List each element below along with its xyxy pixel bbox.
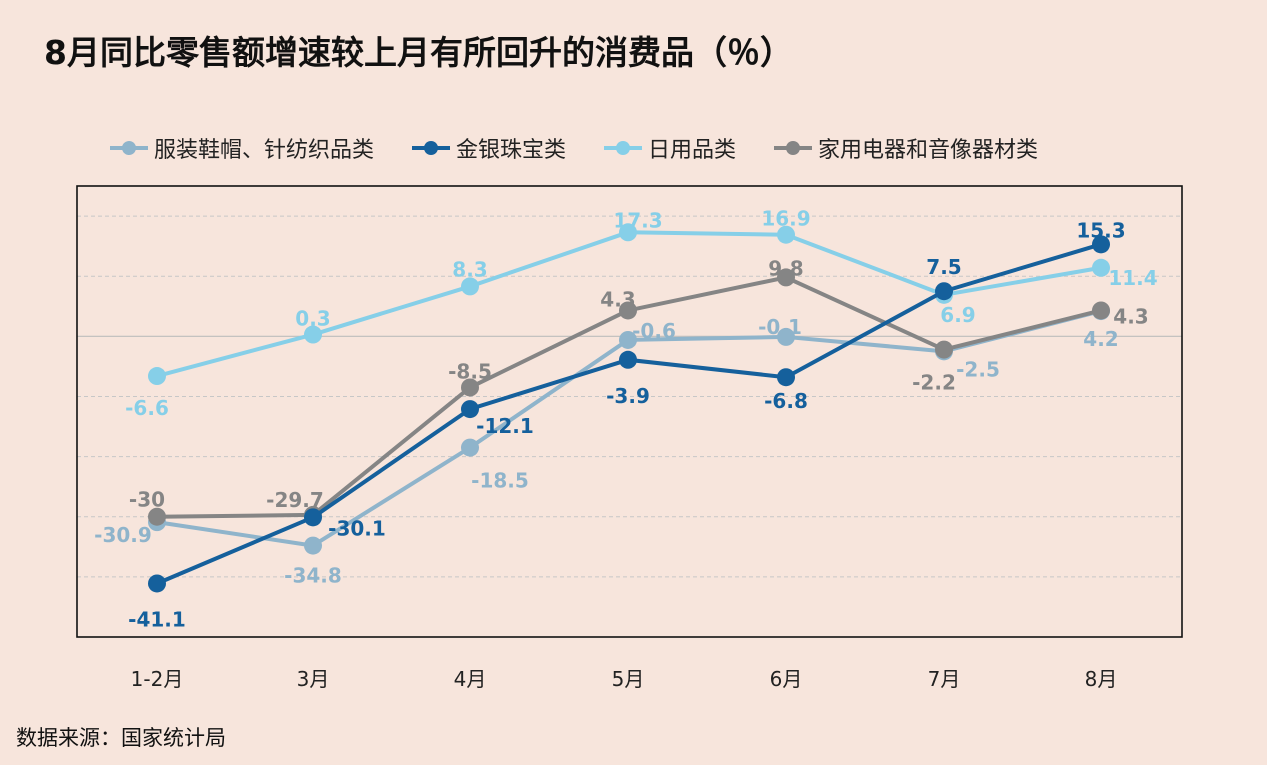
data-label: -30.9 <box>94 523 152 547</box>
source-note: 数据来源：国家统计局 <box>16 726 226 750</box>
data-label: -6.6 <box>125 396 169 420</box>
data-label: -12.1 <box>476 414 534 438</box>
chart-title: 8月同比零售额增速较上月有所回升的消费品（％） <box>44 33 793 72</box>
data-point <box>461 400 479 419</box>
x-tick-label: 7月 <box>928 667 961 691</box>
data-label: -2.5 <box>956 357 1000 381</box>
legend: 服装鞋帽、针纺织品类 金银珠宝类 日用品类 家用电器和音像器材类 <box>110 132 1038 164</box>
legend-swatch <box>110 141 148 155</box>
data-label: -29.7 <box>266 488 324 512</box>
data-point <box>777 327 795 346</box>
data-point <box>304 508 322 527</box>
data-label: -2.2 <box>912 371 956 395</box>
data-label: 9.8 <box>768 256 803 280</box>
data-point <box>777 225 795 244</box>
data-point <box>619 301 637 320</box>
data-label: 7.5 <box>926 255 961 279</box>
data-label: -3.9 <box>606 384 650 408</box>
data-point <box>461 438 479 457</box>
data-label: 11.4 <box>1108 266 1157 290</box>
data-point <box>619 330 637 349</box>
data-point <box>304 536 322 555</box>
legend-swatch <box>604 141 643 155</box>
data-label: 8.3 <box>452 257 487 281</box>
data-label: -30.1 <box>328 516 386 540</box>
data-label: 16.9 <box>761 207 810 231</box>
data-label: -0.6 <box>632 319 676 343</box>
x-tick-label: 3月 <box>297 667 330 691</box>
data-label: -41.1 <box>128 607 186 631</box>
x-tick-label: 1-2月 <box>131 667 184 691</box>
data-point <box>935 282 953 301</box>
data-label: 6.9 <box>940 303 975 327</box>
data-point <box>1092 235 1110 254</box>
data-label: 4.2 <box>1083 327 1118 351</box>
data-label: 17.3 <box>613 208 662 232</box>
data-label: 4.3 <box>600 287 635 311</box>
data-label: 15.3 <box>1076 218 1125 242</box>
data-label: 4.3 <box>1113 304 1148 328</box>
data-label: -30 <box>129 488 165 512</box>
data-label: -6.8 <box>764 389 808 413</box>
legend-label: 金银珠宝类 <box>456 138 567 163</box>
x-tick-label: 5月 <box>612 667 645 691</box>
legend-item: 金银珠宝类 <box>412 132 566 164</box>
data-point <box>777 268 795 287</box>
legend-item: 家用电器和音像器材类 <box>774 132 1038 164</box>
data-point <box>935 340 953 359</box>
data-point <box>148 574 166 593</box>
data-point <box>619 350 637 369</box>
data-point <box>1092 258 1110 277</box>
legend-label: 服装鞋帽、针纺织品类 <box>154 138 375 163</box>
legend-label: 家用电器和音像器材类 <box>818 138 1039 163</box>
data-label: -0.1 <box>758 315 802 339</box>
plot-frame <box>76 185 1183 638</box>
data-label: -8.5 <box>448 359 492 383</box>
data-point <box>1092 301 1110 320</box>
data-label: -34.8 <box>284 564 342 588</box>
x-tick-label: 8月 <box>1085 667 1118 691</box>
data-point <box>461 378 479 397</box>
legend-item: 日用品类 <box>604 132 736 164</box>
data-label: 0.3 <box>295 307 330 331</box>
data-point <box>148 507 166 526</box>
legend-item: 服装鞋帽、针纺织品类 <box>110 132 374 164</box>
data-point <box>777 368 795 387</box>
data-point <box>461 277 479 296</box>
data-point <box>304 325 322 344</box>
data-point <box>148 367 166 386</box>
legend-swatch <box>412 141 451 155</box>
data-label: -18.5 <box>471 469 529 493</box>
x-tick-label: 4月 <box>454 667 487 691</box>
x-tick-label: 6月 <box>770 667 803 691</box>
data-point <box>619 223 637 242</box>
legend-swatch <box>774 141 813 155</box>
legend-label: 日用品类 <box>648 138 737 163</box>
